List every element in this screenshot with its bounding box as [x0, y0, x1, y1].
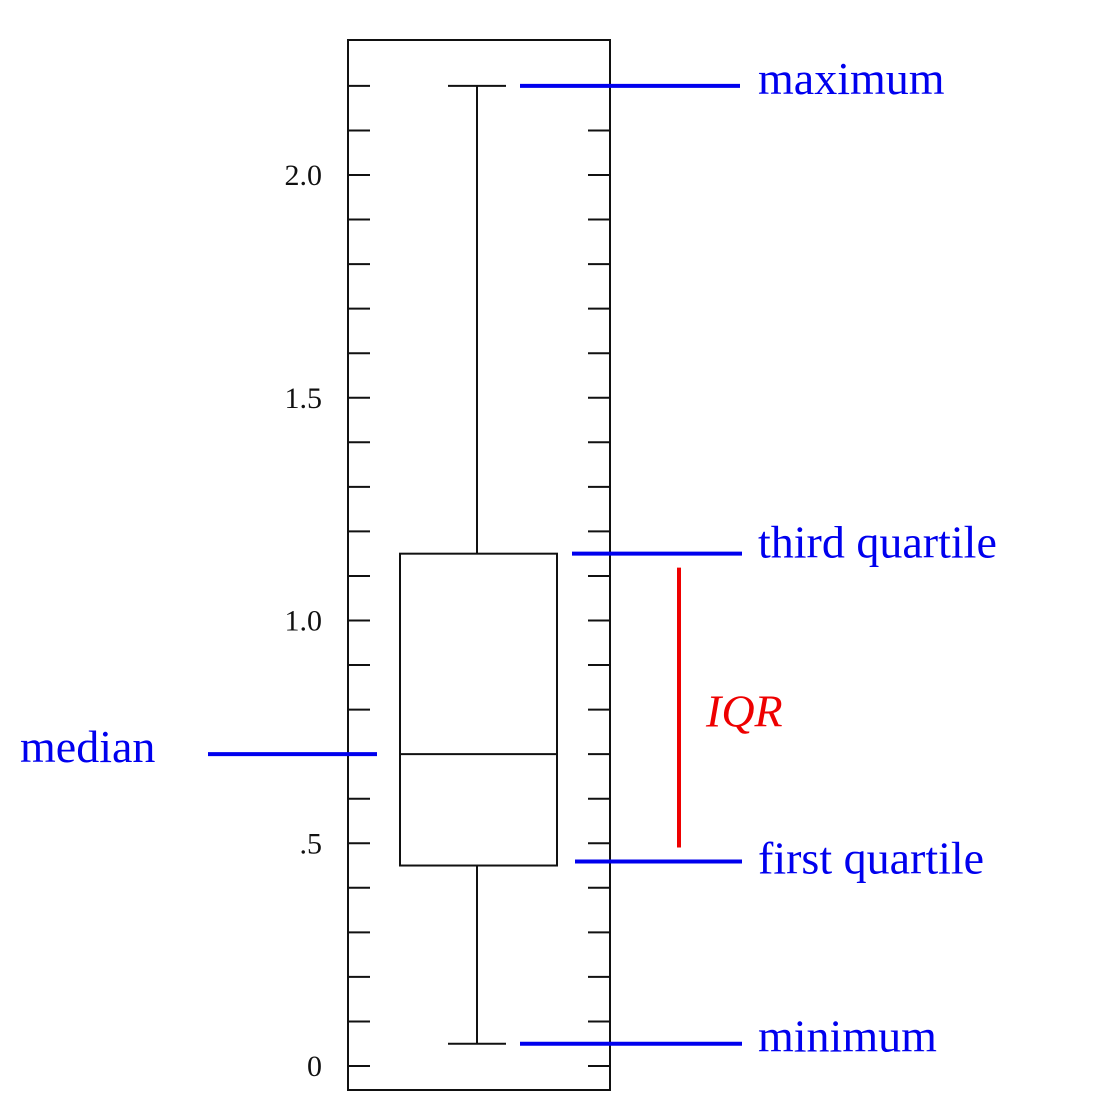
- iqr-label: IQR: [705, 686, 783, 737]
- interquartile-box: [399, 552, 558, 867]
- y-tick-label: 2.0: [285, 159, 323, 192]
- y-tick-label: 1.5: [285, 382, 323, 415]
- maximum-label: maximum: [758, 53, 945, 104]
- y-tick-label: 1.0: [285, 605, 323, 638]
- y-tick-labels: 0 .5 1.0 1.5 2.0: [285, 159, 323, 1083]
- minimum-label: minimum: [758, 1011, 937, 1062]
- median-label: median: [20, 721, 155, 772]
- y-tick-label: .5: [300, 827, 323, 860]
- first-quartile-label: first quartile: [758, 833, 984, 884]
- third-quartile-label: third quartile: [758, 517, 997, 568]
- y-tick-label: 0: [307, 1050, 322, 1083]
- plot-frame: [347, 39, 611, 1091]
